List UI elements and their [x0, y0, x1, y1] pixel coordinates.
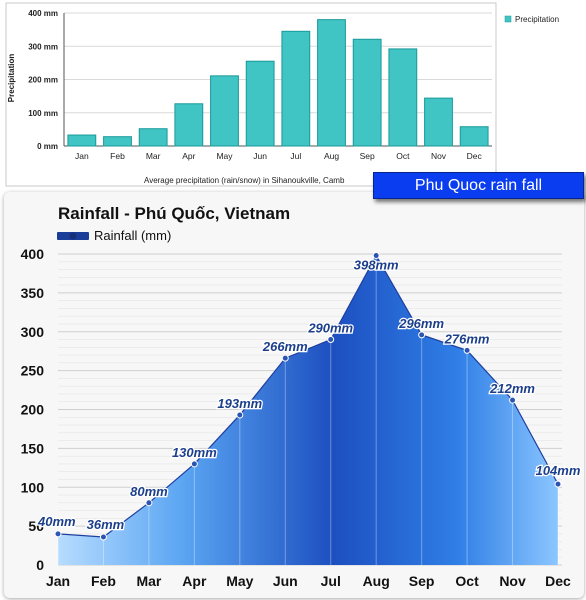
bottom-x-tick-label: Mar [136, 573, 161, 589]
bottom-x-tick-label: Dec [545, 573, 571, 589]
data-label: 36mm [87, 517, 125, 532]
top-x-tick-label: Nov [431, 151, 447, 161]
data-point-marker [236, 411, 244, 419]
bottom-chart-area [57, 254, 559, 565]
bottom-chart-markers [54, 252, 562, 541]
top-y-tick-label: 100 mm [28, 109, 58, 118]
top-x-tick-label: Jun [253, 151, 267, 161]
data-point-marker [54, 530, 62, 538]
top-y-tick-label: 0 mm [37, 142, 58, 151]
top-x-tick-label: Jul [290, 151, 301, 161]
phu-quoc-rainfall-chart: Rainfall - Phú Quốc, Vietnam Rainfall (m… [21, 204, 582, 589]
legend: Rainfall (mm) [57, 228, 171, 243]
top-chart-x-axis-label: Average precipitation (rain/snow) in Sih… [144, 176, 345, 185]
top-bar [424, 97, 453, 147]
bottom-x-tick-label: Nov [499, 573, 526, 589]
top-bar [103, 136, 132, 147]
top-bar [67, 134, 97, 147]
data-point-marker [509, 396, 517, 404]
legend-marker [69, 232, 77, 240]
phu-quoc-rain-fall-badge: Phu Quoc rain fall [373, 172, 584, 199]
top-x-tick-label: Sep [360, 151, 375, 161]
data-point-marker [372, 252, 380, 260]
top-chart-grid [63, 12, 492, 147]
data-label: 130mm [172, 445, 217, 460]
bottom-x-tick-label: Apr [182, 573, 207, 589]
data-point-marker [190, 460, 198, 468]
bottom-x-tick-label: May [226, 573, 253, 589]
bottom-y-tick-label: 50 [28, 518, 44, 534]
data-point-marker [418, 331, 426, 339]
bottom-x-tick-label: Feb [91, 573, 116, 589]
top-y-tick-label: 400 mm [28, 9, 58, 18]
top-chart-legend-label: Precipitation [515, 15, 559, 24]
top-chart-y-axis-label: Precipitation [7, 54, 16, 103]
bottom-chart-y-ticks: 0 50 100 150 200 250 300 350 400 [21, 246, 45, 573]
top-bar [174, 103, 204, 147]
bottom-y-tick-label: 0 [36, 557, 44, 573]
data-point-marker [327, 336, 335, 344]
sihanoukville-precipitation-chart: 0 mm 100 mm 200 mm 300 mm 400 mm Jan Feb Mar Ap… [5, 2, 559, 187]
top-bar [459, 126, 489, 147]
data-point-marker [281, 354, 289, 362]
bottom-y-tick-label: 150 [21, 440, 45, 456]
bottom-x-tick-label: Jun [273, 573, 298, 589]
bottom-chart-data-labels: 40mm 36mm 80mm 130mm 193mm 266mm 290mm 398mm 296… [36, 256, 582, 533]
top-y-tick-label: 200 mm [28, 76, 58, 85]
data-point-marker [554, 480, 562, 488]
top-bar [352, 38, 382, 147]
bottom-x-tick-label: Oct [455, 573, 479, 589]
legend-label: Rainfall (mm) [94, 228, 171, 243]
data-label: 212mm [489, 381, 535, 396]
bottom-y-tick-label: 200 [21, 402, 45, 418]
data-point-marker [99, 533, 107, 541]
bottom-x-tick-label: Jul [321, 573, 341, 589]
top-x-tick-label: Oct [396, 151, 410, 161]
top-chart-bars [67, 19, 489, 147]
rainfall-line [57, 254, 559, 538]
top-x-tick-label: Apr [182, 151, 195, 161]
data-label: 193mm [217, 396, 262, 411]
bottom-y-tick-label: 100 [21, 479, 45, 495]
rainfall-area-fill [58, 255, 558, 565]
data-label: 104mm [536, 463, 581, 478]
bottom-x-tick-label: Aug [363, 573, 390, 589]
bottom-chart-x-ticks: Jan Feb Mar Apr May Jun Jul Aug Sep Oct Nov Dec [46, 573, 571, 589]
bottom-y-tick-label: 250 [21, 363, 45, 379]
top-bar [281, 30, 311, 147]
top-x-tick-label: Aug [324, 151, 339, 161]
data-label: 266mm [262, 339, 308, 354]
top-bar [317, 19, 346, 147]
bottom-y-tick-label: 400 [21, 246, 45, 262]
data-label: 40mm [37, 514, 76, 529]
top-bar [210, 75, 239, 147]
bottom-x-tick-label: Jan [46, 573, 70, 589]
bottom-y-tick-label: 350 [21, 285, 45, 301]
top-x-tick-label: Jan [75, 151, 89, 161]
top-x-tick-label: May [216, 151, 233, 161]
data-label: 80mm [130, 484, 168, 499]
bottom-y-tick-label: 300 [21, 324, 45, 340]
top-x-tick-label: Dec [467, 151, 483, 161]
data-label: 398mm [354, 258, 399, 273]
top-bar [138, 128, 168, 147]
top-x-tick-label: Mar [146, 151, 161, 161]
data-label: 296mm [398, 316, 444, 331]
top-chart-legend-swatch [504, 15, 512, 23]
top-bar [245, 60, 275, 147]
top-chart-x-ticks: Jan Feb Mar Apr May Jun Jul Aug Sep Oct Nov Dec [75, 151, 482, 161]
top-bar [388, 48, 418, 147]
chart-title: Rainfall - Phú Quốc, Vietnam [58, 204, 290, 223]
top-x-tick-label: Feb [110, 151, 125, 161]
data-label: 276mm [444, 331, 490, 346]
top-chart-y-ticks: 0 mm 100 mm 200 mm 300 mm 400 mm [28, 9, 58, 151]
data-point-marker [145, 499, 153, 507]
top-y-tick-label: 300 mm [28, 42, 58, 51]
bottom-x-tick-label: Sep [409, 573, 435, 589]
data-label: 290mm [307, 321, 353, 336]
data-point-marker [463, 346, 471, 354]
